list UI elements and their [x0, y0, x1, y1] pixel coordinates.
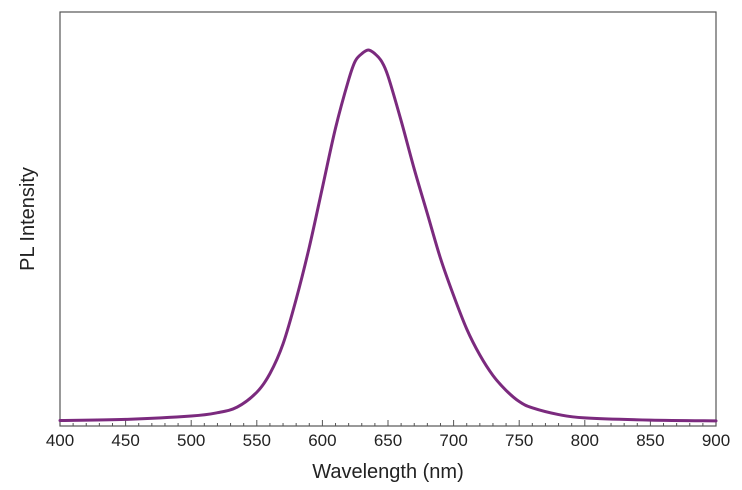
x-tick-label: 600 — [308, 431, 336, 450]
x-tick-label: 700 — [439, 431, 467, 450]
x-tick-label: 900 — [702, 431, 730, 450]
x-tick-label: 750 — [505, 431, 533, 450]
pl-intensity-curve — [58, 48, 718, 423]
x-axis-tick-labels: 400 450 500 550 600 650 700 750 800 850 900 — [46, 431, 730, 450]
x-tick-label: 400 — [46, 431, 74, 450]
x-tick-label: 550 — [243, 431, 271, 450]
x-tick-label: 850 — [636, 431, 664, 450]
x-tick-label: 650 — [374, 431, 402, 450]
x-axis-label: Wavelength (nm) — [312, 461, 464, 483]
x-axis-ticks — [59, 420, 717, 426]
x-tick-label: 450 — [111, 431, 139, 450]
x-tick-label: 800 — [571, 431, 599, 450]
x-tick-label: 500 — [177, 431, 205, 450]
y-axis-label: PL Intensity — [17, 167, 39, 271]
